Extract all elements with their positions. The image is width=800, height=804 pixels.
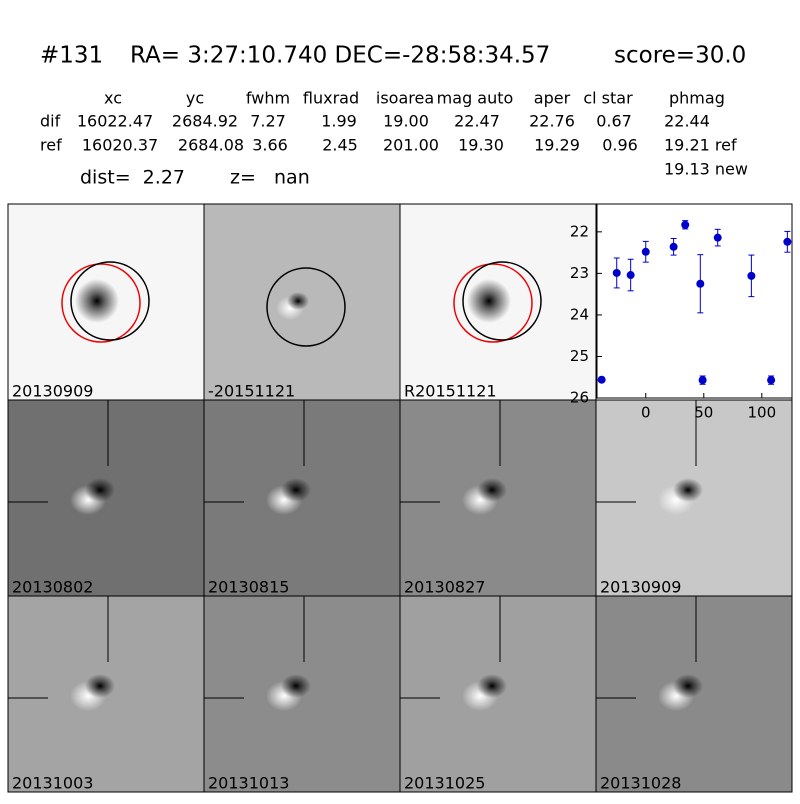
light-curve: 22 23 24 25 26 0 50 100 <box>570 203 793 422</box>
panel-label: 20131025 <box>404 774 485 793</box>
residual-dark <box>673 478 703 502</box>
aperture <box>266 267 346 347</box>
table-cell: 19.30 <box>458 136 504 155</box>
panel-label: R20151121 <box>404 382 497 401</box>
residual-dark <box>281 674 311 698</box>
x-tick-label: 50 <box>694 404 713 422</box>
table-cell: 0.96 <box>602 136 638 155</box>
table-cell: 16020.37 <box>82 136 158 155</box>
aperture-ref <box>61 263 141 343</box>
table-cell: 2684.08 <box>178 136 244 155</box>
candidate-id: #131 <box>40 43 103 69</box>
y-tick-label: 22 <box>570 222 589 240</box>
point <box>641 247 650 256</box>
y-tick-label: 24 <box>570 305 589 323</box>
source <box>75 279 119 323</box>
point <box>783 237 792 246</box>
point <box>626 271 635 280</box>
residual-dark <box>673 674 703 698</box>
aperture-ref <box>453 263 533 343</box>
y-tick-label: 26 <box>570 389 589 407</box>
score: score=30.0 <box>614 43 746 69</box>
panel-label: 20131013 <box>208 774 289 793</box>
column-header: mag auto <box>437 89 514 108</box>
table-cell: 19.29 <box>534 136 580 155</box>
column-header: fwhm <box>246 89 290 108</box>
column-header: xc <box>104 89 122 108</box>
column-header: aper <box>534 89 571 108</box>
y-tick-label: 25 <box>570 347 589 365</box>
panel-label: 20130802 <box>12 578 93 597</box>
row-label: ref <box>40 136 62 155</box>
table-cell: 19.21 ref <box>664 136 737 155</box>
panels: 20130909 -20151121 R20151121 20130802 201308… <box>7 203 793 793</box>
x-tick-label: 100 <box>748 404 777 422</box>
column-header: phmag <box>669 89 725 108</box>
y-tick-label: 23 <box>570 264 589 282</box>
panel-label: 20131003 <box>12 774 93 793</box>
residual-dark <box>477 478 507 502</box>
residual-dark <box>85 478 115 502</box>
panel-label: 20130909 <box>600 578 681 597</box>
point <box>681 220 690 229</box>
point <box>698 376 707 385</box>
redshift: z= nan <box>230 167 310 189</box>
panel-label: -20151121 <box>208 382 295 401</box>
point <box>713 233 722 242</box>
table-cell: 22.76 <box>529 112 575 131</box>
table-cell: 2.45 <box>322 136 358 155</box>
point <box>696 279 705 288</box>
table-cell: 16022.47 <box>77 112 153 131</box>
plot-area <box>596 203 793 399</box>
point <box>767 376 776 385</box>
table-cell: 19.00 <box>383 112 429 131</box>
panel-label: 20130815 <box>208 578 289 597</box>
panel-label: 20130909 <box>12 382 93 401</box>
row-label: dif <box>40 112 61 131</box>
column-header: isoarea <box>376 89 434 108</box>
table-cell: 3.66 <box>252 136 288 155</box>
table-cell: 0.67 <box>596 112 632 131</box>
residual-dark <box>281 478 311 502</box>
residual-dark <box>287 292 309 310</box>
panel-label: 20130827 <box>404 578 485 597</box>
point <box>669 242 678 251</box>
source <box>467 279 511 323</box>
table-cell: 7.27 <box>250 112 286 131</box>
residual-dark <box>85 674 115 698</box>
residual-dark <box>477 674 507 698</box>
table-cell: 22.47 <box>454 112 500 131</box>
coordinates: RA= 3:27:10.740 DEC=-28:58:34.57 <box>130 43 550 69</box>
x-tick-label: 0 <box>641 404 651 422</box>
table-cell: 2684.92 <box>172 112 238 131</box>
column-header: fluxrad <box>303 89 359 108</box>
dist: dist= 2.27 <box>80 167 185 189</box>
point <box>597 375 606 384</box>
column-header: yc <box>186 89 204 108</box>
table-cell: 22.44 <box>664 112 710 131</box>
panel-label: 20131028 <box>600 774 681 793</box>
point <box>747 271 756 280</box>
aperture <box>70 261 150 341</box>
column-header: cl star <box>583 89 633 108</box>
table-cell: 201.00 <box>383 136 439 155</box>
table-cell: 1.99 <box>321 112 357 131</box>
phmag-new: 19.13 new <box>664 160 748 179</box>
aperture <box>462 261 542 341</box>
point <box>612 268 621 277</box>
